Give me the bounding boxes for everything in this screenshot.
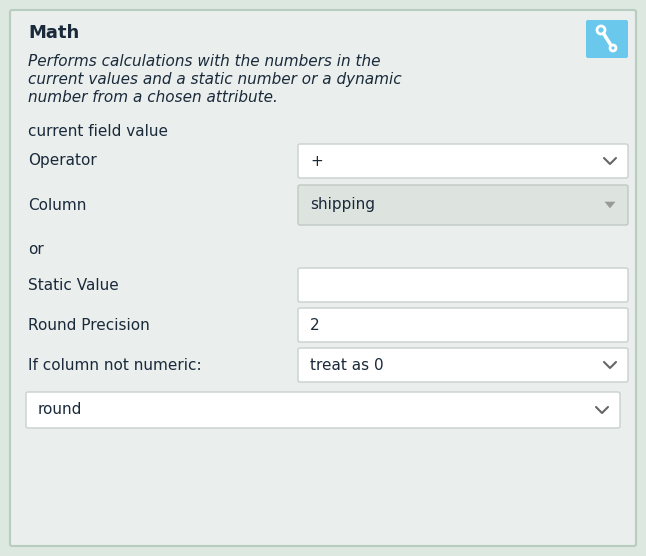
FancyBboxPatch shape <box>298 308 628 342</box>
Text: current field value: current field value <box>28 124 168 139</box>
Text: current values and a static number or a dynamic: current values and a static number or a … <box>28 72 402 87</box>
Text: shipping: shipping <box>310 197 375 212</box>
Text: Column: Column <box>28 197 87 212</box>
FancyBboxPatch shape <box>298 185 628 225</box>
FancyBboxPatch shape <box>298 144 628 178</box>
FancyBboxPatch shape <box>298 348 628 382</box>
Text: Operator: Operator <box>28 153 97 168</box>
Text: If column not numeric:: If column not numeric: <box>28 358 202 373</box>
Text: Static Value: Static Value <box>28 277 119 292</box>
Text: 2: 2 <box>310 317 320 332</box>
Polygon shape <box>605 202 616 208</box>
Text: or: or <box>28 241 44 256</box>
FancyBboxPatch shape <box>10 10 636 546</box>
Text: Round Precision: Round Precision <box>28 317 150 332</box>
FancyBboxPatch shape <box>26 392 620 428</box>
Text: Math: Math <box>28 24 79 42</box>
Text: number from a chosen attribute.: number from a chosen attribute. <box>28 90 278 105</box>
FancyBboxPatch shape <box>586 20 628 58</box>
Text: round: round <box>38 403 83 418</box>
Text: treat as 0: treat as 0 <box>310 358 384 373</box>
Text: Performs calculations with the numbers in the: Performs calculations with the numbers i… <box>28 54 380 69</box>
Text: +: + <box>310 153 323 168</box>
FancyBboxPatch shape <box>298 268 628 302</box>
